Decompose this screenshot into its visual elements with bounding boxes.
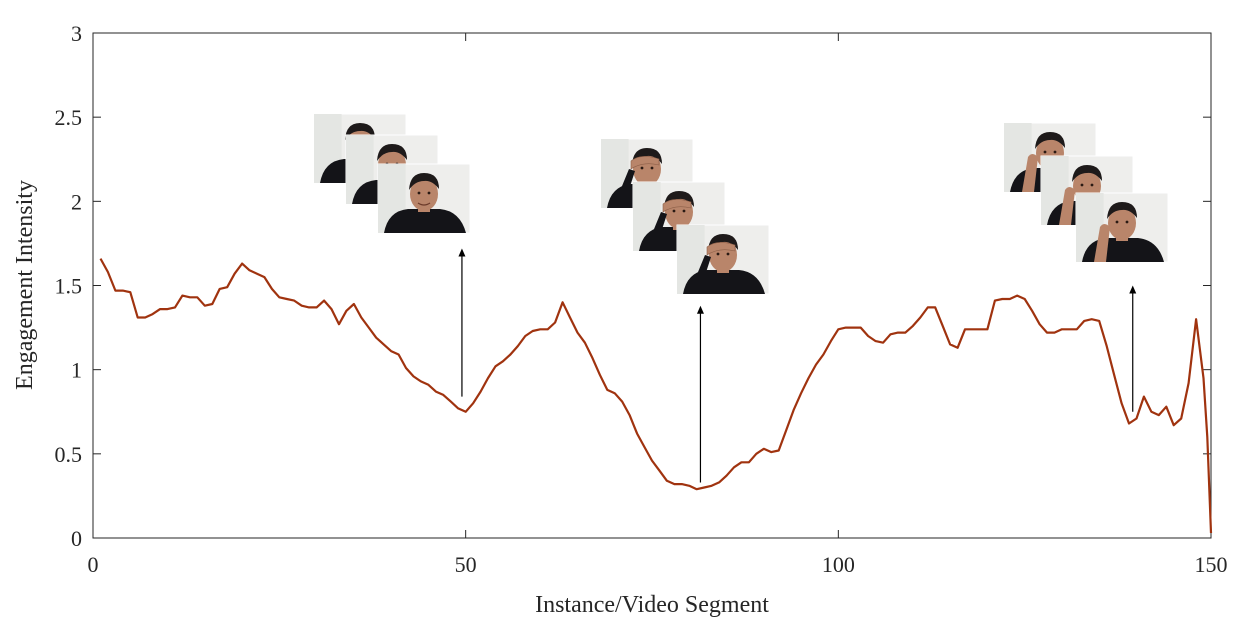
axis-ticks [92,32,1212,539]
x-tick-label: 50 [455,552,477,577]
arrow-head [458,248,466,257]
x-tick-label: 0 [88,552,99,577]
face-thumbnail [1075,192,1169,263]
thumbnail-group-face-smiling [313,113,471,234]
annotation-arrows [458,248,1137,483]
face-thumbnail [377,163,471,234]
arrow-head [696,305,704,314]
y-tick-label: 2.5 [55,105,83,130]
engagement-line [99,258,1213,534]
y-tick-label: 0.5 [55,442,83,467]
y-tick-label: 3 [71,21,82,46]
face-thumbnail [676,224,770,295]
thumbnail-group-face-resting-on-hand [1003,122,1169,263]
y-tick-label: 1 [71,358,82,383]
face-thumbnails [313,113,1169,295]
x-tick-label: 150 [1195,552,1228,577]
x-tick-label: 100 [822,552,855,577]
thumbnail-group-face-hand-on-forehead [600,138,770,295]
y-tick-label: 2 [71,189,82,214]
x-axis-title: Instance/Video Segment [535,592,769,618]
y-axis-title: Engagement Intensity [12,180,38,390]
tick-labels: 0 50 100 150 0 0.5 1 1.5 2 2.5 3 [55,21,1228,577]
arrow-head [1129,285,1137,294]
y-tick-label: 1.5 [55,274,83,299]
y-tick-label: 0 [71,526,82,551]
